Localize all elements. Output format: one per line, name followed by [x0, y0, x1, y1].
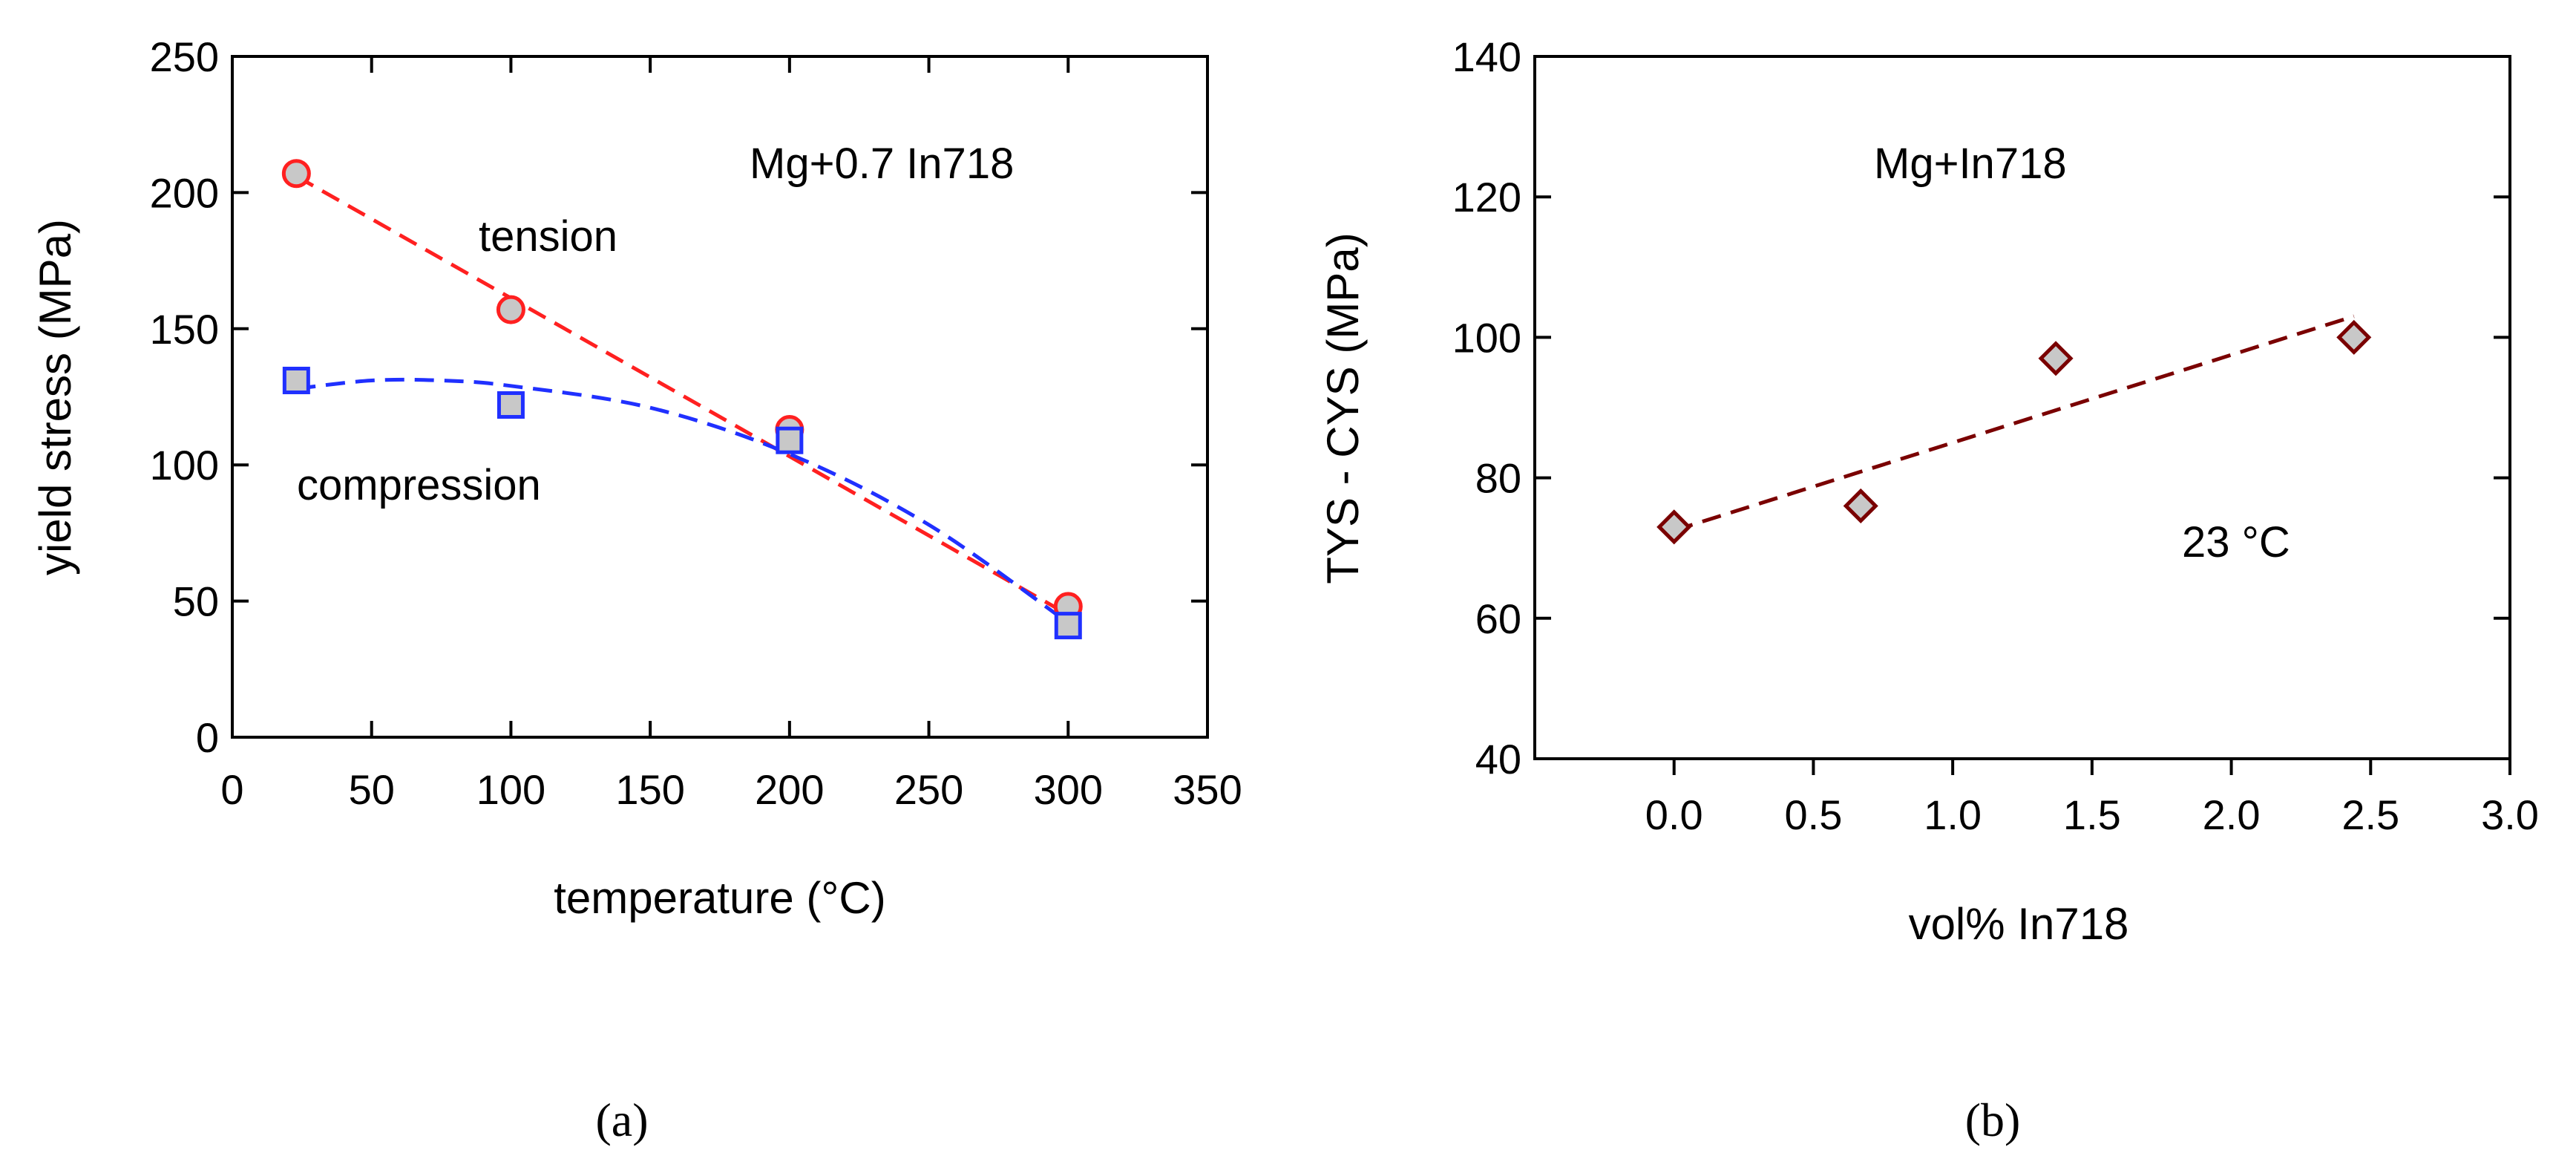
panel-a-ytick-label: 0	[196, 714, 219, 761]
panel-b-ytick-label: 120	[1452, 174, 1521, 220]
panel-b-x-axis-label: vol% In718	[1909, 899, 2129, 949]
panel-a-trendline-tension	[295, 174, 1069, 617]
panel-b-y-axis-label: TYS - CYS (MPa)	[1318, 232, 1368, 584]
panel-a-xtick-label: 200	[755, 766, 824, 813]
panel-a-ytick-label: 150	[150, 306, 219, 353]
panel-a-trendline-compression	[296, 377, 1069, 624]
panel-a-ytick-label: 50	[173, 578, 219, 625]
panel-a-point-tension	[281, 159, 311, 189]
panel-a: 0 50 100 150 200 250 0 50 100 150 200 250 300 350 Mg…	[30, 33, 1242, 1146]
panel-b-xtick-label: 0.0	[1645, 791, 1703, 838]
panel-a-plot-frame	[231, 55, 1209, 739]
panel-a-point-tension	[496, 295, 525, 324]
panel-a-xtick-label: 150	[615, 766, 684, 813]
panel-a-point-compression	[496, 391, 525, 419]
panel-a-ytick-label: 250	[150, 33, 219, 80]
panel-b-xtick-label: 1.5	[2063, 791, 2121, 838]
panel-a-point-compression	[282, 366, 310, 394]
panel-b-point-tys---cys	[1656, 509, 1692, 545]
panel-b-point-tys---cys	[1843, 488, 1878, 523]
panel-a-xtick-label: 350	[1173, 766, 1242, 813]
panel-a-caption: (a)	[595, 1094, 648, 1146]
panel-b-annotation-temperature: 23 °C	[2182, 518, 2290, 566]
panel-a-xtick-label: 300	[1034, 766, 1103, 813]
panel-b-point-tys---cys	[2038, 341, 2074, 376]
panel-b-xtick-label: 2.5	[2341, 791, 2399, 838]
panel-b-xtick-label: 1.0	[1924, 791, 1982, 838]
panel-a-annotation-tension: tension	[479, 212, 617, 261]
panel-a-y-axis-label: yield stress (MPa)	[30, 219, 80, 575]
panel-a-ytick-label: 200	[150, 169, 219, 216]
panel-b-trendline-tys---cys	[1673, 314, 2355, 532]
panel-a-x-axis-label: temperature (°C)	[554, 873, 885, 923]
panel-b-ytick-label: 100	[1452, 314, 1521, 361]
panel-b-xtick-label: 0.5	[1784, 791, 1842, 838]
panel-a-xtick-label: 250	[894, 766, 963, 813]
panel-b-xtick-label: 2.0	[2203, 791, 2261, 838]
panel-a-point-compression	[776, 426, 804, 454]
panel-b-ytick-label: 140	[1452, 33, 1521, 80]
panel-a-xtick-label: 0	[220, 766, 243, 813]
panel-b-annotation-title: Mg+In718	[1874, 140, 2067, 188]
panel-b: 40 60 80 100 120 140 0.0 0.5 1.0 1.5 2.0 2.5 3.0 Mg…	[1318, 33, 2539, 1146]
panel-b-ytick-label: 40	[1475, 736, 1521, 782]
panel-b-ytick-label: 80	[1475, 455, 1521, 502]
panel-b-ytick-label: 60	[1475, 595, 1521, 642]
panel-b-caption: (b)	[1965, 1094, 2021, 1146]
panel-a-ytick-label: 100	[150, 442, 219, 489]
panel-a-xtick-label: 50	[349, 766, 395, 813]
panel-b-point-tys---cys	[2336, 319, 2372, 355]
panel-a-xtick-label: 100	[476, 766, 545, 813]
panel-b-plot-frame	[1533, 55, 2511, 760]
panel-b-xtick-label: 3.0	[2481, 791, 2539, 838]
panel-a-annotation-title: Mg+0.7 In718	[750, 140, 1014, 188]
panel-a-annotation-compression: compression	[297, 461, 541, 509]
panel-a-point-compression	[1054, 612, 1082, 640]
